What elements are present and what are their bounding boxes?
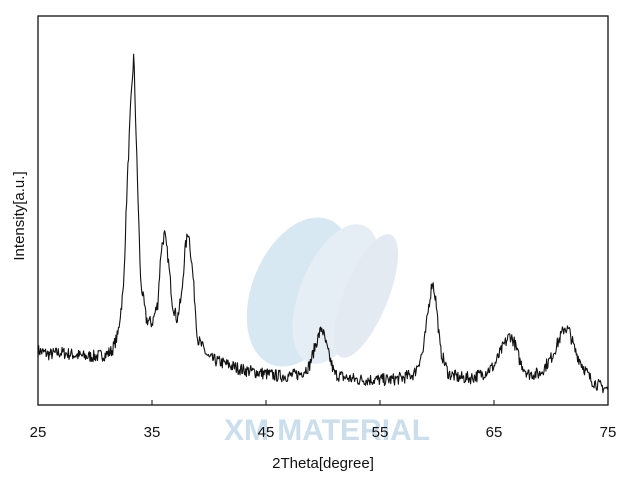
plot-frame	[37, 15, 609, 406]
x-axis-ticks: 25 35 45 55 65 75	[30, 400, 617, 441]
x-tick-label: 55	[372, 424, 389, 441]
watermark: XM MATERIAL	[224, 217, 430, 447]
series-line-xrd-pattern	[37, 53, 609, 394]
x-tick-label: 65	[486, 424, 503, 441]
watermark-text: XM MATERIAL	[224, 414, 430, 447]
x-tick-label: 45	[258, 424, 275, 441]
watermark-logo	[246, 217, 399, 367]
x-tick-label: 35	[144, 424, 161, 441]
x-tick-label: 25	[30, 424, 47, 441]
x-axis-label: 2Theta[degree]	[272, 455, 374, 472]
x-tick-label: 75	[600, 424, 617, 441]
y-axis-label: Intensity[a.u.]	[11, 171, 28, 260]
